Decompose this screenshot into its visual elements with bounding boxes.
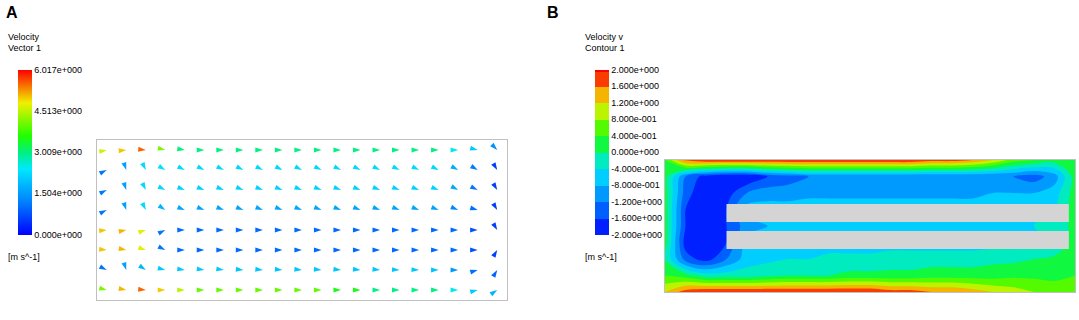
svg-text:-1.200e+000: -1.200e+000 <box>611 197 662 207</box>
svg-text:-1.600e+000: -1.600e+000 <box>611 213 662 223</box>
svg-text:Vector 1: Vector 1 <box>8 43 41 53</box>
svg-text:1.200e+000: 1.200e+000 <box>611 98 659 108</box>
svg-text:1.504e+000: 1.504e+000 <box>34 188 82 198</box>
svg-text:-8.000e-001: -8.000e-001 <box>611 180 660 190</box>
svg-text:-4.000e-001: -4.000e-001 <box>611 164 660 174</box>
svg-text:4.513e+000: 4.513e+000 <box>34 106 82 116</box>
svg-text:1.600e+000: 1.600e+000 <box>611 81 659 91</box>
svg-text:Velocity: Velocity <box>8 32 40 42</box>
svg-text:8.000e-001: 8.000e-001 <box>611 114 657 124</box>
svg-text:A: A <box>6 4 18 21</box>
svg-text:[m s^-1]: [m s^-1] <box>585 252 617 262</box>
svg-text:2.000e+000: 2.000e+000 <box>611 65 659 75</box>
svg-text:3.009e+000: 3.009e+000 <box>34 147 82 157</box>
svg-text:0.000e+000: 0.000e+000 <box>611 147 659 157</box>
svg-text:B: B <box>547 4 559 21</box>
svg-text:[m s^-1]: [m s^-1] <box>8 252 40 262</box>
svg-text:4.000e-001: 4.000e-001 <box>611 131 657 141</box>
svg-text:Velocity v: Velocity v <box>585 32 624 42</box>
svg-text:-2.000e+000: -2.000e+000 <box>611 230 662 240</box>
svg-text:Contour 1: Contour 1 <box>585 43 625 53</box>
svg-text:0.000e+000: 0.000e+000 <box>34 230 82 240</box>
svg-text:6.017e+000: 6.017e+000 <box>34 65 82 75</box>
